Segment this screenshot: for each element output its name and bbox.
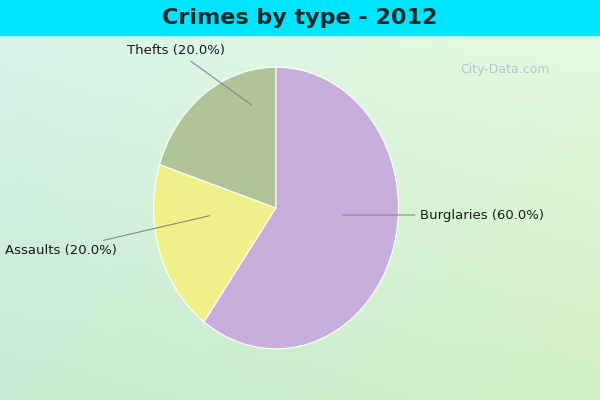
Wedge shape (160, 67, 276, 208)
Wedge shape (204, 67, 398, 349)
Text: Assaults (20.0%): Assaults (20.0%) (5, 216, 209, 257)
Bar (0, 0, 600, 35)
Text: Thefts (20.0%): Thefts (20.0%) (127, 44, 252, 105)
Wedge shape (154, 164, 276, 322)
Text: Burglaries (60.0%): Burglaries (60.0%) (343, 208, 544, 222)
Text: City-Data.com: City-Data.com (460, 64, 550, 76)
Text: Crimes by type - 2012: Crimes by type - 2012 (163, 8, 437, 28)
